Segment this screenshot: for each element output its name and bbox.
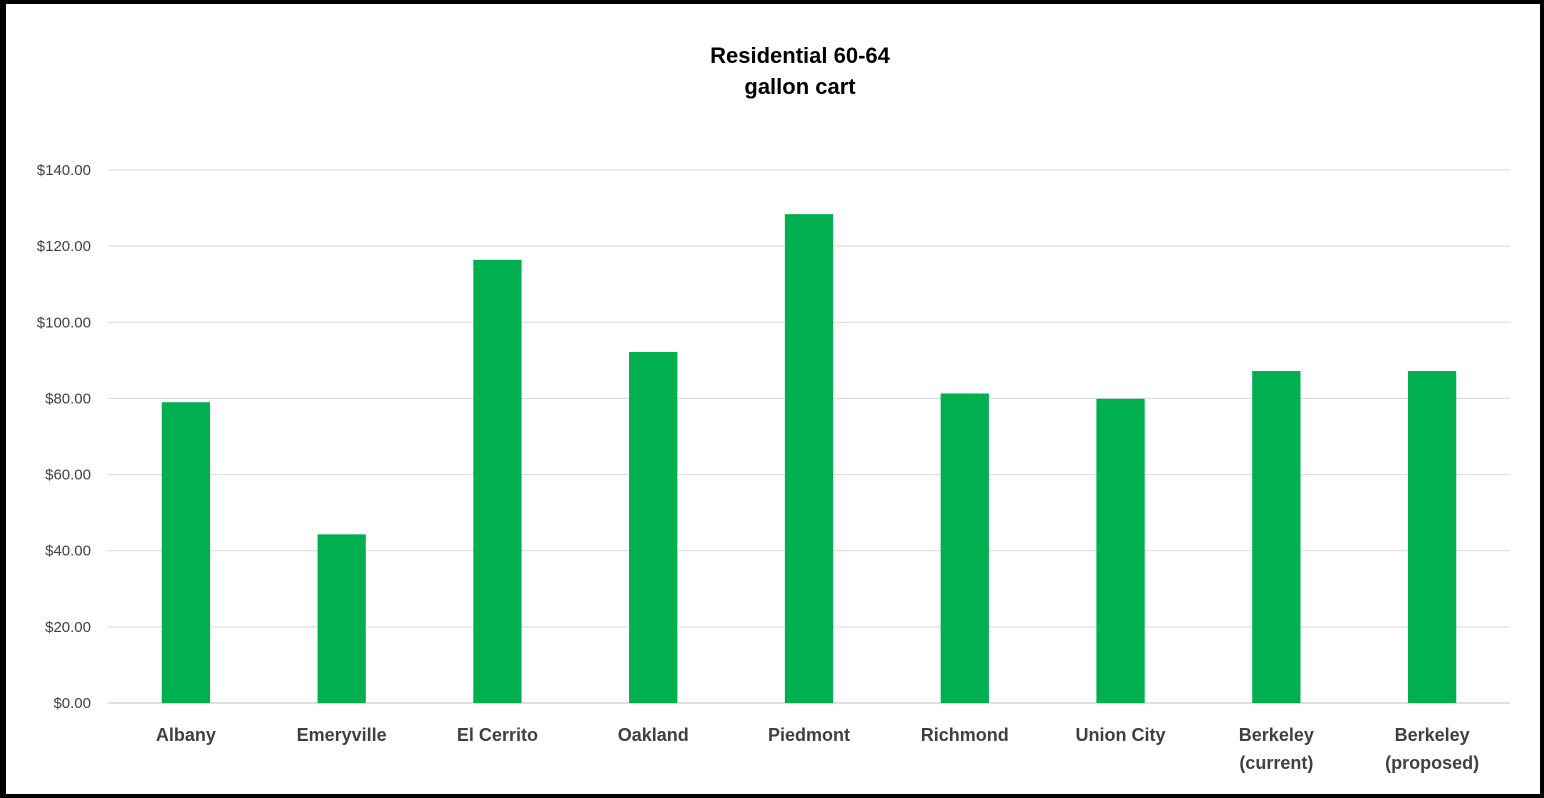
y-tick-label: $120.00 — [37, 238, 91, 255]
y-tick-label: $100.00 — [37, 314, 91, 331]
x-axis-ticks: Albany Emeryville El Cerrito Oakland Piedmon… — [156, 725, 1479, 773]
x-tick-label: Piedmont — [768, 725, 850, 745]
bar — [161, 402, 211, 703]
bar — [473, 259, 522, 703]
x-tick-label: Richmond — [921, 725, 1009, 745]
y-tick-label: $60.00 — [45, 467, 91, 484]
y-tick-label: $140.00 — [37, 162, 91, 179]
x-tick-label: El Cerrito — [457, 725, 538, 745]
bars — [161, 214, 1457, 704]
y-axis-ticks: $0.00 $20.00 $40.00 $60.00 $80.00 $100.00 $120… — [37, 162, 91, 712]
y-tick-label: $0.00 — [53, 695, 91, 712]
x-tick-label: (proposed) — [1385, 753, 1479, 773]
y-tick-label: $20.00 — [45, 619, 91, 636]
x-tick-label: Albany — [156, 725, 216, 745]
bar — [940, 393, 989, 703]
bar — [784, 214, 834, 704]
chart-title: Residential 60-64 gallon cart — [710, 43, 891, 99]
x-tick-label: Union City — [1076, 725, 1166, 745]
x-tick-label: Oakland — [618, 725, 689, 745]
x-tick-label: Berkeley — [1239, 725, 1314, 745]
y-tick-label: $80.00 — [45, 390, 91, 407]
chart-title-line: gallon cart — [744, 74, 856, 99]
x-tick-label: Emeryville — [297, 725, 387, 745]
bar — [1252, 371, 1301, 703]
bar — [1096, 398, 1145, 703]
bar — [1407, 371, 1457, 703]
bar — [317, 534, 366, 703]
x-tick-label: (current) — [1239, 753, 1313, 773]
bar — [629, 351, 678, 703]
chart-title-line: Residential 60-64 — [710, 43, 891, 68]
x-tick-label: Berkeley — [1395, 725, 1470, 745]
y-tick-label: $40.00 — [45, 543, 91, 560]
